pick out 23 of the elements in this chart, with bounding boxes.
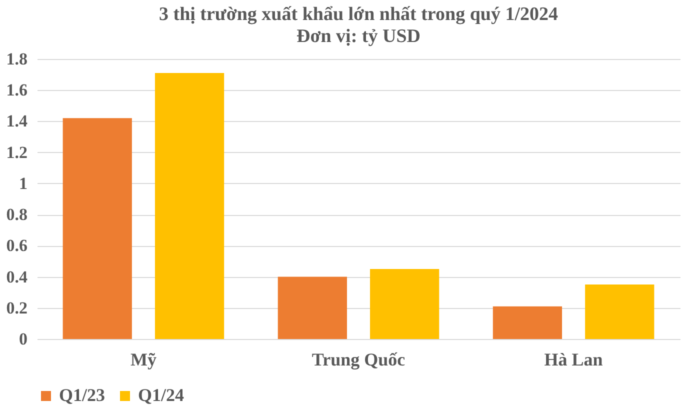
x-tick-label: Hà Lan <box>544 350 603 370</box>
legend-label: Q1/24 <box>138 385 184 405</box>
y-tick-label: 1.6 <box>6 80 28 100</box>
y-tick-label: 0.2 <box>6 298 28 318</box>
bar <box>585 284 654 339</box>
bar <box>278 276 347 339</box>
bar <box>370 269 440 339</box>
legend-label: Q1/23 <box>59 385 106 405</box>
y-tick-label: 1.4 <box>6 112 28 131</box>
bar <box>62 118 132 339</box>
y-tick-label: 1.2 <box>6 142 28 162</box>
y-tick-label: 1.8 <box>6 50 28 68</box>
y-tick-label: 0 <box>19 330 28 348</box>
y-tick-label: 0.4 <box>6 267 28 286</box>
chart-subtitle: Đơn vị: tỷ USD <box>296 26 421 47</box>
bar <box>492 306 562 339</box>
bar <box>154 73 224 339</box>
chart-title: 3 thị trường xuất khẩu lớn nhất trong quý 1/2024 <box>159 4 558 25</box>
y-tick-label: 0.6 <box>6 236 28 256</box>
y-tick-label: 1 <box>19 174 28 193</box>
x-tick-label: Trung Quốc <box>312 350 406 370</box>
y-tick-label: 0.8 <box>6 205 28 224</box>
x-tick-label: Mỹ <box>130 350 156 370</box>
